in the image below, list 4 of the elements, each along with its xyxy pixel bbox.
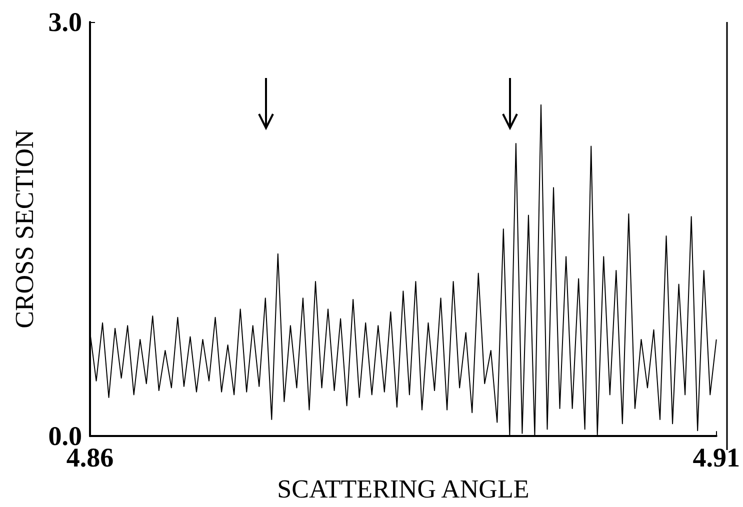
x-axis-title: SCATTERING ANGLE <box>277 474 530 504</box>
y-axis-title: CROSS SECTION <box>10 130 39 328</box>
x-tick-label: 4.91 <box>692 442 740 473</box>
y-tick-label: 3.0 <box>48 7 82 37</box>
